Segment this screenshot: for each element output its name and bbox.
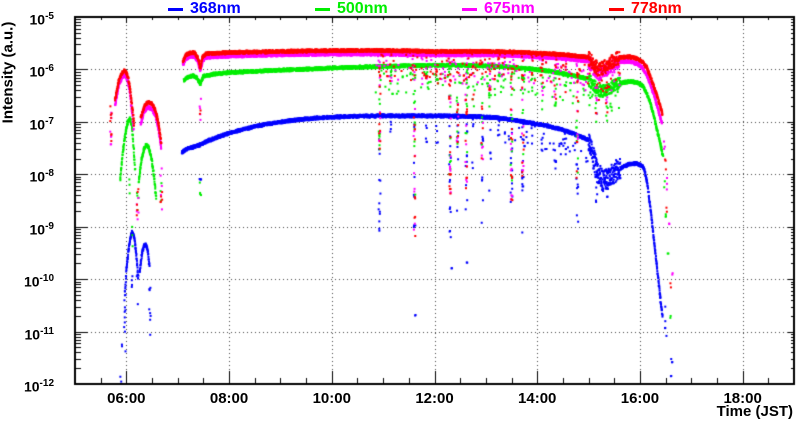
- legend-marker-500nm: [315, 7, 330, 11]
- x-tick-label: 10:00: [312, 390, 351, 407]
- y-tick-label: 10-9: [29, 220, 54, 238]
- y-tick-label: 10-10: [23, 273, 54, 290]
- legend-label-675nm: 675nm: [484, 0, 535, 17]
- x-tick-label: 18:00: [723, 390, 762, 407]
- legend: 368nm 500nm 675nm 778nm: [0, 0, 800, 17]
- y-tick-label: 10-6: [29, 63, 54, 81]
- y-tick-label: 10-11: [24, 325, 54, 343]
- legend-item-778nm: 778nm: [609, 1, 682, 17]
- y-tick-label: 10-7: [29, 115, 54, 133]
- y-tick-label: 10-5: [29, 11, 54, 28]
- x-tick-label: 14:00: [518, 390, 557, 407]
- legend-label-368nm: 368nm: [190, 0, 241, 17]
- legend-label-500nm: 500nm: [337, 0, 388, 17]
- legend-item-500nm: 500nm: [315, 1, 388, 17]
- x-tick-label: 16:00: [620, 390, 660, 407]
- legend-item-675nm: 675nm: [462, 1, 535, 17]
- x-tick-label: 08:00: [209, 390, 249, 407]
- legend-item-368nm: 368nm: [168, 1, 241, 17]
- y-tick-label: 10-8: [29, 168, 54, 185]
- x-axis-title: Time (JST): [716, 403, 793, 420]
- legend-label-778nm: 778nm: [631, 0, 682, 17]
- legend-marker-778nm: [609, 7, 624, 11]
- y-tick-label: 10-12: [23, 378, 54, 395]
- legend-marker-675nm: [462, 7, 477, 11]
- legend-marker-368nm: [168, 7, 183, 11]
- x-tick-label: 06:00: [107, 390, 146, 407]
- x-tick-label: 12:00: [415, 390, 454, 407]
